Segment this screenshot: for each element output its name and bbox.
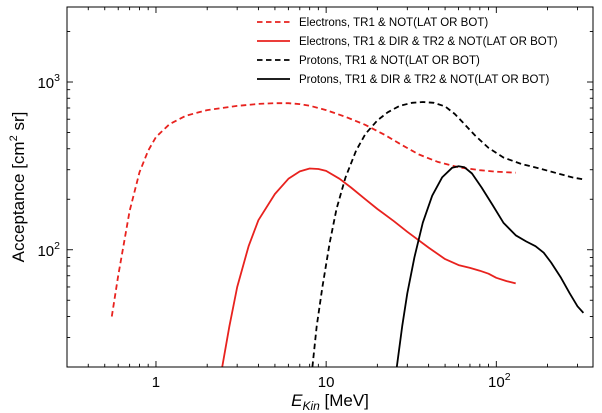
y-axis-title-main: Acceptance [cm bbox=[9, 141, 28, 262]
legend: Electrons, TR1 & NOT(LAT OR BOT) Electron… bbox=[257, 17, 558, 86]
series-layer bbox=[110, 101, 585, 367]
x-tick-label: 102 bbox=[488, 371, 511, 391]
x-axis-title: EKin [MeV] bbox=[291, 391, 369, 413]
y-tick-label: 103 bbox=[37, 72, 60, 92]
x-tick-label: 10 bbox=[318, 374, 335, 391]
series-line-2 bbox=[221, 167, 516, 367]
y-axis-title-unit: sr] bbox=[9, 112, 28, 136]
y-axis-title: Acceptance [cm2 sr] bbox=[8, 112, 28, 263]
x-tick-label: 1 bbox=[152, 374, 160, 391]
y-axis-title-sup: 2 bbox=[8, 135, 20, 141]
series-line-3 bbox=[311, 101, 585, 367]
x-axis-title-main: E bbox=[291, 391, 303, 410]
x-axis-title-unit: [MeV] bbox=[320, 391, 369, 410]
legend-label-3: Protons, TR1 & NOT(LAT OR BOT) bbox=[299, 55, 480, 67]
series-line-4 bbox=[395, 165, 585, 367]
y-tick-label: 102 bbox=[37, 240, 60, 260]
legend-label-1: Electrons, TR1 & NOT(LAT OR BOT) bbox=[299, 17, 488, 29]
legend-label-4: Protons, TR1 & DIR & TR2 & NOT(LAT OR BO… bbox=[299, 74, 549, 86]
plot-frame bbox=[66, 6, 594, 368]
legend-label-2: Electrons, TR1 & DIR & TR2 & NOT(LAT OR … bbox=[299, 36, 558, 48]
series-line-1 bbox=[110, 102, 516, 317]
tick-layer: 1 10 102 102 103 bbox=[37, 7, 593, 391]
x-axis-title-sub: Kin bbox=[302, 399, 320, 413]
